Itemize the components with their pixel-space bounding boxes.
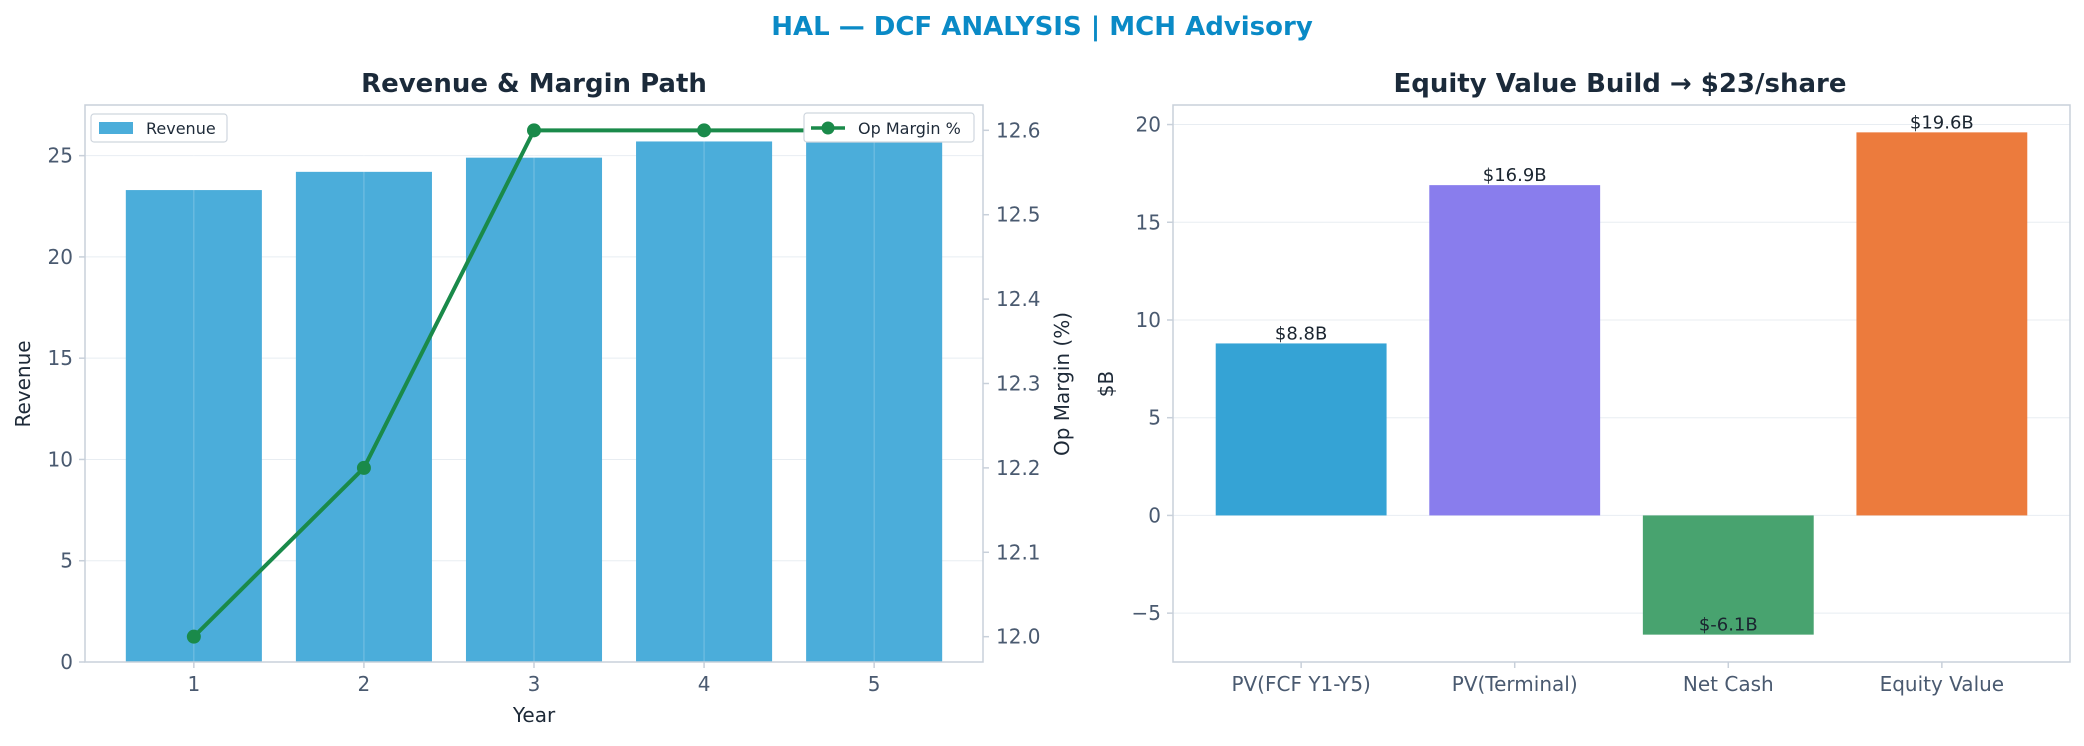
revenue-y-axis-label: Revenue	[11, 340, 35, 427]
revenue-bar	[806, 127, 943, 662]
revenue-bar	[636, 141, 773, 662]
year-x-tick-label: 5	[868, 672, 881, 696]
revenue-margin-chart: Revenue & Margin Path 051015202512.012.1…	[11, 69, 1074, 727]
op-margin-legend-label: Op Margin %	[858, 119, 961, 138]
equity-data-label: $19.6B	[1910, 112, 1974, 133]
equity-x-tick-label: Net Cash	[1683, 672, 1774, 696]
revenue-bars	[125, 105, 943, 663]
equity-y-tick-label: 0	[1148, 503, 1161, 527]
op-margin-legend-box	[803, 112, 975, 143]
equity-y-tick-label: 15	[1136, 210, 1161, 234]
equity-y-tick-label: 5	[1148, 406, 1161, 430]
revenue-chart-title: Revenue & Margin Path	[361, 69, 707, 99]
equity-chart-title: Equity Value Build → $23/share	[1394, 69, 1847, 99]
equity-bars	[1215, 132, 2028, 635]
op-margin-y-tick-label: 12.4	[996, 287, 1041, 311]
op-margin-y-tick-label: 12.2	[996, 456, 1041, 480]
equity-value-chart: Equity Value Build → $23/share $8.8B $16.…	[1094, 69, 2071, 696]
revenue-bar	[295, 171, 432, 662]
equity-y-axis-label: $B	[1094, 371, 1118, 397]
op-margin-y-axis-label: Op Margin (%)	[1050, 312, 1074, 456]
equity-x-tick-label: Equity Value	[1880, 672, 2005, 696]
equity-bar	[1215, 343, 1387, 516]
op-margin-point	[697, 123, 712, 138]
op-margin-y-tick-label: 12.1	[996, 540, 1041, 564]
equity-bar	[1429, 185, 1601, 516]
equity-data-label: $16.9B	[1483, 165, 1547, 186]
revenue-legend: Revenue	[90, 113, 228, 143]
equity-chart-axes: −5 0 5 10 15 20 PV(FCF Y1-Y5) PV(Terminal) Net C…	[1132, 104, 2071, 696]
equity-data-label: $8.8B	[1275, 323, 1327, 344]
revenue-x-axis-label: Year	[512, 703, 556, 727]
equity-data-labels: $8.8B $16.9B $-6.1B $19.6B	[1275, 112, 1974, 635]
equity-bar	[1856, 132, 2028, 516]
revenue-legend-box	[90, 113, 228, 143]
revenue-bar	[465, 157, 603, 663]
year-x-tick-label: 2	[358, 672, 371, 696]
revenue-bar	[125, 190, 262, 662]
op-margin-point	[356, 460, 371, 475]
revenue-y-tick-label: 10	[48, 447, 73, 471]
revenue-y-tick-label: 20	[48, 245, 73, 269]
op-margin-y-tick-label: 12.5	[996, 203, 1041, 227]
op-margin-point	[186, 629, 201, 644]
op-margin-line	[186, 123, 882, 644]
revenue-y-tick-label: 25	[48, 144, 73, 168]
equity-plot-frame	[1172, 104, 2071, 663]
op-margin-legend: Op Margin %	[803, 112, 975, 143]
year-x-tick-label: 1	[187, 672, 200, 696]
equity-y-tick-label: 10	[1136, 308, 1161, 332]
revenue-legend-label: Revenue	[146, 119, 216, 138]
equity-x-tick-label: PV(Terminal)	[1452, 672, 1578, 696]
revenue-y-tick-label: 15	[48, 346, 73, 370]
figure-title: HAL — DCF ANALYSIS | MCH Advisory	[771, 12, 1313, 42]
revenue-legend-swatch	[99, 122, 133, 134]
equity-y-tick-label: −5	[1132, 601, 1161, 625]
revenue-y-tick-label: 5	[60, 549, 73, 573]
equity-data-label: $-6.1B	[1699, 615, 1758, 636]
year-x-tick-label: 4	[698, 672, 711, 696]
op-margin-y-tick-label: 12.3	[996, 372, 1041, 396]
op-margin-point	[527, 123, 541, 138]
equity-y-tick-label: 20	[1136, 113, 1161, 137]
equity-bar	[1642, 515, 1814, 635]
op-margin-y-tick-label: 12.6	[996, 118, 1041, 142]
revenue-y-tick-label: 0	[60, 650, 73, 674]
op-margin-y-tick-label: 12.0	[996, 625, 1041, 649]
op-margin-legend-marker	[821, 121, 835, 135]
year-x-tick-label: 3	[528, 672, 541, 696]
equity-x-tick-label: PV(FCF Y1-Y5)	[1231, 672, 1370, 696]
